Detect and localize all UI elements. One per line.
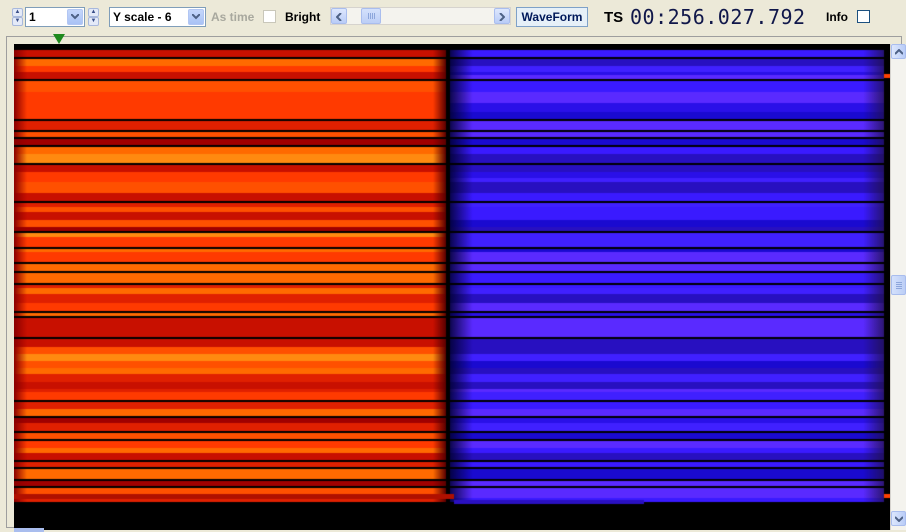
spectrogram-canvas[interactable]	[14, 44, 890, 530]
triangle-down-icon[interactable]	[53, 34, 65, 44]
bright-label: Bright	[285, 10, 320, 24]
bottom-spinner[interactable]	[14, 528, 44, 532]
spin-up-icon[interactable]: ▲	[12, 8, 23, 17]
channel-select[interactable]: 1	[25, 7, 85, 27]
info-label: Info	[826, 10, 848, 24]
chevron-down-icon[interactable]	[188, 9, 204, 25]
chevron-left-icon[interactable]	[331, 8, 347, 24]
waveform-button[interactable]: WaveForm	[516, 7, 588, 27]
spin-down-icon[interactable]: ▼	[88, 17, 99, 26]
y-scale-select[interactable]: Y scale - 6	[109, 7, 206, 27]
y-scale-value: Y scale - 6	[113, 10, 172, 24]
spectrogram-view[interactable]	[14, 44, 890, 530]
spin-up-icon[interactable]: ▲	[88, 8, 99, 17]
scroll-thumb[interactable]	[361, 8, 381, 24]
toolbar: ▲ ▼ 1 ▲ ▼ Y scale - 6 As time Bright Wav…	[0, 0, 906, 36]
as-time-checkbox[interactable]	[263, 10, 276, 23]
vertical-scroll-thumb[interactable]	[891, 275, 906, 295]
chevron-down-icon[interactable]	[891, 511, 906, 526]
ts-label: TS	[604, 9, 623, 26]
horizontal-scrollbar[interactable]	[330, 7, 511, 25]
spin-down-icon[interactable]: ▼	[12, 17, 23, 26]
channel-value: 1	[29, 10, 36, 24]
chevron-right-icon[interactable]	[494, 8, 510, 24]
as-time-label: As time	[211, 10, 254, 24]
vertical-scrollbar[interactable]	[890, 44, 906, 530]
timestamp-readout: 00:256.027.792	[630, 5, 806, 29]
chevron-down-icon[interactable]	[67, 9, 83, 25]
chevron-up-icon[interactable]	[891, 44, 906, 59]
channel-spinner-2[interactable]: ▲ ▼	[88, 8, 99, 26]
channel-spinner[interactable]: ▲ ▼	[12, 8, 23, 26]
info-checkbox[interactable]	[857, 10, 870, 23]
